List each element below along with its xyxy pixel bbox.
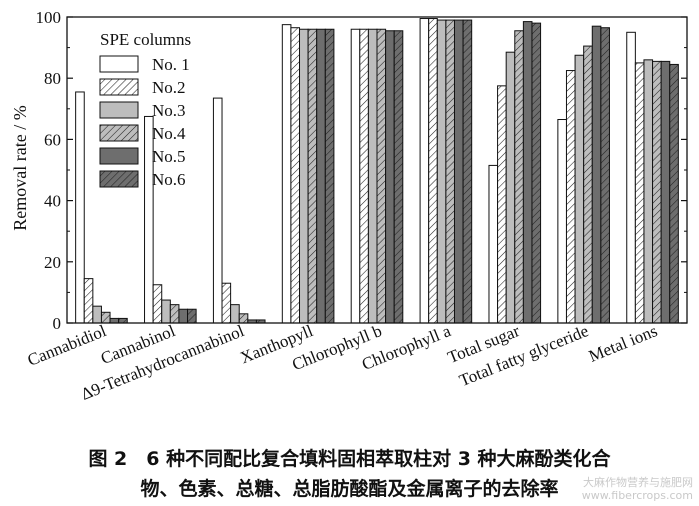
bar: [324, 28, 335, 324]
legend-label: No.5: [152, 147, 186, 166]
bar: [316, 28, 326, 324]
legend-label: No.6: [152, 170, 186, 189]
axes-frame: [66, 16, 688, 324]
bar: [299, 28, 309, 324]
bar: [118, 317, 128, 324]
bar: [565, 70, 576, 324]
bar: [161, 299, 171, 324]
bar: [350, 28, 361, 324]
bar: [453, 19, 464, 324]
legend: SPE columns No. 1 No.2 No.3 No.4 No.5 No.6: [99, 30, 191, 189]
bar: [634, 62, 645, 324]
figure-caption-line-2: 物、色素、总糖、总脂肪酸酯及金属离子的去除率: [140, 478, 559, 500]
bar: [376, 28, 387, 324]
legend-title: SPE columns: [100, 30, 191, 49]
bar: [230, 304, 240, 324]
bar: [574, 54, 585, 324]
y-tick-label: 20: [44, 253, 61, 272]
bar: [583, 45, 593, 324]
bar: [600, 27, 610, 324]
bar: [75, 91, 85, 324]
y-axis-label: Removal rate / %: [10, 105, 30, 230]
legend-swatch: [99, 101, 139, 119]
bar: [643, 59, 654, 324]
bar: [83, 278, 94, 324]
bar: [393, 30, 404, 324]
watermark-line-1: 大麻作物营养与施肥网: [583, 476, 693, 489]
x-tick-label: Metal ions: [586, 321, 660, 366]
legend-swatch: [99, 78, 139, 96]
y-tick-label: 80: [44, 69, 61, 88]
legend-label: No. 1: [152, 55, 190, 74]
y-tick-label: 0: [53, 314, 62, 333]
legend-swatch: [99, 124, 139, 142]
bar: [92, 305, 102, 324]
bar: [238, 313, 249, 324]
bar: [109, 317, 120, 324]
figure-caption-line-1: 图 2 6 种不同配比复合填料固相萃取柱对 3 种大麻酚类化合: [88, 448, 611, 470]
bar: [445, 19, 455, 324]
watermark-line-2: www.fibercrops.com: [581, 489, 693, 502]
bar: [497, 85, 507, 324]
bar: [505, 51, 516, 324]
bar: [307, 28, 318, 324]
bar: [187, 308, 197, 324]
bar: [178, 308, 189, 324]
legend-swatch: [99, 170, 139, 188]
bar: [169, 304, 180, 324]
bar: [385, 30, 395, 324]
bar: [436, 19, 447, 324]
bar: [531, 22, 542, 324]
bar: [367, 28, 378, 324]
bar: [660, 60, 671, 324]
bar: [488, 164, 499, 324]
legend-label: No.4: [152, 124, 186, 143]
bar: [100, 311, 111, 324]
bar-chart: Removal rate / % 0 20 40 60 80 100 Cannabidiol…: [10, 8, 688, 404]
x-tick-label: Cannabidiol: [25, 321, 109, 370]
bar: [652, 60, 662, 324]
bar: [419, 18, 430, 324]
bar: [152, 284, 163, 324]
bar: [290, 27, 301, 324]
legend-swatch: [99, 55, 139, 73]
y-tick-label: 100: [36, 8, 62, 27]
bar: [359, 28, 369, 324]
bar: [669, 63, 679, 324]
bar: [522, 21, 533, 324]
y-tick-label: 40: [44, 192, 61, 211]
legend-label: No.2: [152, 78, 186, 97]
bar: [557, 119, 567, 324]
bar: [514, 30, 524, 324]
legend-label: No.3: [152, 101, 186, 120]
bar: [221, 282, 232, 324]
bar: [626, 31, 636, 324]
bar: [462, 19, 473, 324]
bar: [591, 25, 602, 324]
bar: [212, 97, 223, 324]
legend-swatch: [99, 147, 139, 165]
y-tick-label: 60: [44, 130, 61, 149]
bar: [281, 24, 292, 324]
bar: [428, 18, 438, 324]
